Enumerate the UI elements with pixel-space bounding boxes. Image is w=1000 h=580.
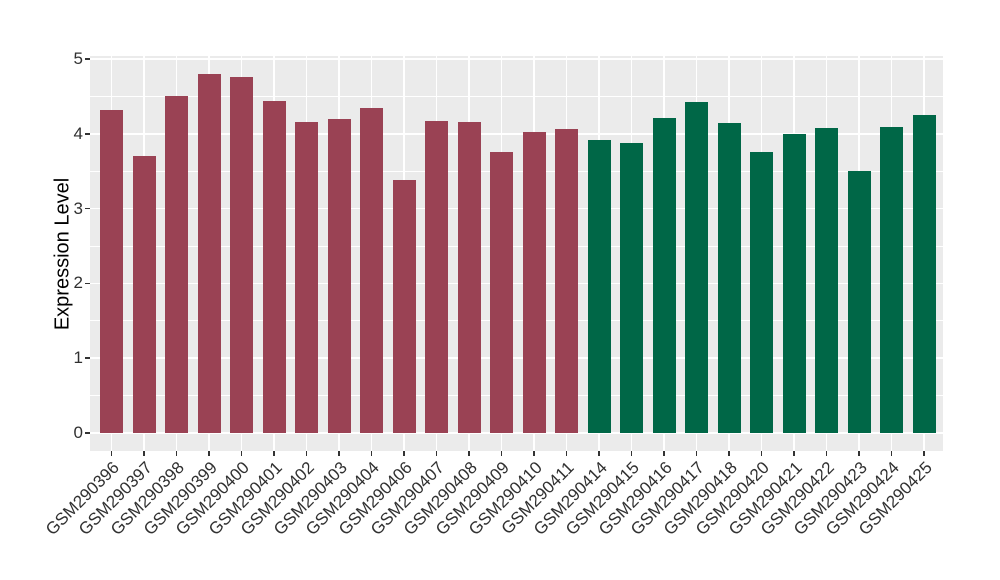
x-tick-mark: [598, 451, 600, 456]
x-tick-mark: [760, 451, 763, 456]
y-tick-mark: [85, 133, 90, 135]
bar: [750, 151, 773, 434]
bar: [360, 107, 383, 434]
bar: [295, 121, 318, 434]
gridline-major-horizontal: [90, 282, 943, 285]
gridline-major-horizontal: [90, 133, 943, 135]
gridline-major-horizontal: [90, 207, 943, 210]
bar: [490, 151, 513, 434]
x-tick-mark: [630, 451, 633, 456]
x-tick-mark: [403, 451, 405, 456]
y-tick-mark: [85, 432, 90, 434]
plot-panel: [90, 56, 943, 451]
y-tick-label: 0: [73, 423, 83, 443]
bar: [522, 132, 546, 434]
x-tick-mark: [175, 451, 178, 456]
y-tick-mark: [85, 357, 90, 359]
bar: [815, 127, 838, 434]
bar: [847, 171, 871, 434]
x-tick-mark: [370, 451, 373, 456]
x-tick-mark: [500, 451, 503, 456]
x-tick-mark: [273, 451, 275, 456]
gridline-minor-horizontal: [90, 245, 943, 247]
x-tick-mark: [663, 451, 665, 456]
x-tick-mark: [890, 451, 893, 456]
x-tick-mark: [338, 451, 340, 456]
gridline-minor-horizontal: [90, 395, 943, 397]
x-tick-mark: [208, 451, 210, 456]
bar: [685, 101, 708, 434]
gridline-minor-horizontal: [90, 95, 943, 97]
x-tick-mark: [110, 451, 113, 456]
x-tick-mark: [435, 451, 438, 456]
bar: [652, 118, 676, 434]
gridline-major-horizontal: [90, 432, 943, 434]
y-tick-label: 5: [73, 48, 83, 68]
x-tick-mark: [143, 451, 145, 456]
bar: [620, 142, 643, 434]
bar: [262, 100, 286, 434]
gridline-minor-horizontal: [90, 170, 943, 172]
bar: [782, 133, 806, 434]
bar: [587, 139, 611, 434]
y-tick-label: 2: [73, 273, 83, 293]
bar: [165, 95, 188, 434]
x-tick-mark: [728, 451, 730, 456]
bar: [100, 109, 123, 434]
gridline-major-horizontal: [90, 357, 943, 360]
gridline-major-horizontal: [90, 58, 943, 60]
bar: [392, 180, 416, 434]
y-tick-label: 4: [73, 123, 83, 143]
y-tick-mark: [85, 282, 90, 285]
y-tick-label: 3: [73, 198, 83, 218]
x-tick-mark: [858, 451, 860, 456]
y-tick-label: 1: [73, 348, 83, 368]
x-tick-mark: [825, 451, 828, 456]
x-tick-mark: [695, 451, 698, 456]
x-tick-mark: [923, 451, 925, 456]
x-tick-mark: [468, 451, 470, 456]
x-tick-mark: [565, 451, 568, 456]
x-tick-mark: [305, 451, 308, 456]
x-tick-mark: [240, 451, 243, 456]
bar: [425, 121, 448, 434]
bar: [880, 127, 903, 434]
y-tick-mark: [85, 207, 90, 210]
bar: [457, 121, 481, 434]
bar: [717, 123, 741, 434]
bar: [327, 118, 351, 434]
bar: [555, 129, 578, 434]
bar: [197, 73, 221, 434]
gridline-minor-horizontal: [90, 320, 943, 322]
y-axis-title: Expression Level: [51, 177, 74, 331]
bar: [230, 76, 253, 434]
bar: [132, 156, 156, 434]
x-tick-mark: [793, 451, 795, 456]
x-tick-mark: [533, 451, 535, 456]
y-tick-mark: [85, 58, 90, 60]
bar: [912, 115, 936, 434]
